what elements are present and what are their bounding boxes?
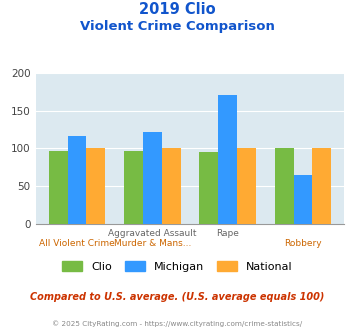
Bar xyxy=(312,148,331,224)
Bar xyxy=(143,132,162,224)
Bar xyxy=(237,148,256,224)
Text: Murder & Mans...: Murder & Mans... xyxy=(114,239,191,248)
Bar xyxy=(294,175,312,224)
Bar xyxy=(49,151,67,224)
Bar xyxy=(86,148,105,224)
Text: Rape: Rape xyxy=(216,229,239,238)
Bar xyxy=(124,151,143,224)
Bar xyxy=(67,136,86,224)
Text: © 2025 CityRating.com - https://www.cityrating.com/crime-statistics/: © 2025 CityRating.com - https://www.city… xyxy=(53,320,302,327)
Bar xyxy=(275,148,294,224)
Bar xyxy=(218,95,237,224)
Bar xyxy=(200,152,218,224)
Text: Aggravated Assault: Aggravated Assault xyxy=(108,229,197,238)
Text: Robbery: Robbery xyxy=(284,239,322,248)
Text: Violent Crime Comparison: Violent Crime Comparison xyxy=(80,20,275,33)
Text: Compared to U.S. average. (U.S. average equals 100): Compared to U.S. average. (U.S. average … xyxy=(30,292,325,302)
Text: All Violent Crime: All Violent Crime xyxy=(39,239,115,248)
Legend: Clio, Michigan, National: Clio, Michigan, National xyxy=(62,261,293,272)
Text: 2019 Clio: 2019 Clio xyxy=(139,2,216,16)
Bar xyxy=(162,148,180,224)
